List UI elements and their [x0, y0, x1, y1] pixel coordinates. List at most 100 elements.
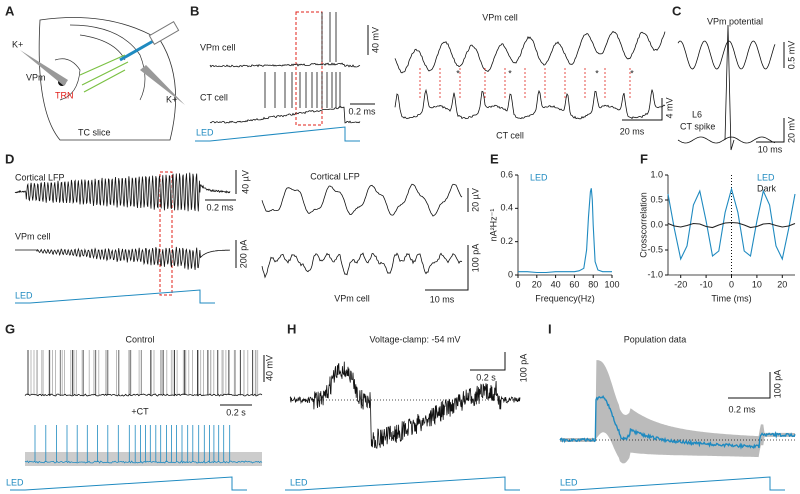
- x-tick-label: 0: [729, 279, 734, 289]
- scale-label: 40 mV: [264, 355, 274, 381]
- zoom-box: [159, 171, 173, 296]
- y-tick-label: 0.4: [500, 203, 513, 213]
- trace: [14, 172, 231, 212]
- trace: [677, 136, 776, 144]
- panel-letter: B: [190, 3, 199, 18]
- trace-label: Cortical LFP: [310, 171, 360, 181]
- trace-label: LED: [15, 290, 33, 300]
- trace: [24, 460, 263, 464]
- panel-letter: G: [5, 321, 15, 336]
- scale-label: 0.2 s: [226, 407, 246, 417]
- panel-letter: H: [287, 321, 296, 336]
- trace: [24, 393, 263, 397]
- panel-letter: C: [672, 3, 682, 18]
- trace: [677, 40, 776, 70]
- trace: [261, 252, 463, 279]
- trace: [15, 246, 230, 270]
- legend-label: Dark: [757, 183, 777, 193]
- x-tick-label: 20: [777, 279, 787, 289]
- series-line: [667, 221, 796, 229]
- scale-label: 0.2 ms: [348, 106, 376, 116]
- x-tick-label: 0: [515, 279, 520, 289]
- asterisk: *: [456, 68, 460, 78]
- label: TC slice: [78, 127, 111, 137]
- trace-label: LED: [560, 477, 578, 487]
- legend-label: LED: [530, 172, 548, 182]
- y-tick-label: -1.0: [647, 269, 663, 279]
- trace: [261, 183, 463, 217]
- trace: [209, 62, 361, 68]
- scale-bar: [470, 352, 506, 371]
- led-ramp: [560, 476, 785, 491]
- scale-label: 0.2 ms: [206, 202, 234, 212]
- x-axis-label: Time (ms): [711, 293, 751, 303]
- x-tick-label: 10: [752, 279, 762, 289]
- slice-diagram: [20, 17, 185, 141]
- trace-label: L6: [692, 109, 702, 119]
- scale-label: 10 ms: [430, 294, 455, 304]
- y-tick-label: 0.2: [500, 236, 513, 246]
- scale-label: 40 µV: [240, 170, 250, 194]
- y-axis-label: Crosscorrelation: [638, 192, 648, 258]
- trace-label: CT cell: [200, 92, 228, 102]
- trace: [289, 361, 521, 449]
- trace-label: LED: [196, 127, 214, 137]
- trace-label: VPm cell: [15, 231, 51, 241]
- asterisk: *: [630, 68, 634, 78]
- scale-bar: [728, 372, 771, 399]
- panel-letter: A: [5, 3, 15, 18]
- scale-label: 100 pA: [772, 370, 782, 399]
- trace-label: VPm cell: [482, 12, 518, 22]
- scale-label: 200 pA: [238, 240, 248, 269]
- label: K+: [166, 94, 177, 104]
- asterisk: *: [595, 68, 599, 78]
- trace-label: Voltage-clamp: -54 mV: [369, 334, 460, 344]
- y-tick-label: 0: [508, 269, 513, 279]
- y-tick-label: 1.0: [650, 169, 663, 179]
- series-line: [667, 186, 796, 261]
- x-axis-label: Frequency(Hz): [535, 293, 595, 303]
- led-ramp: [15, 289, 215, 304]
- scale-label: 20 µV: [470, 188, 480, 212]
- scale-label: 100 pA: [470, 244, 480, 273]
- asterisk: *: [508, 68, 512, 78]
- scale-label: 4 mV: [664, 97, 674, 118]
- scale-bar: [220, 355, 265, 406]
- x-tick-label: 20: [532, 279, 542, 289]
- panel-letter: D: [5, 151, 14, 166]
- variability-band: [560, 360, 795, 464]
- scale-bar: [622, 98, 663, 121]
- x-tick-label: 100: [604, 279, 619, 289]
- scale-label: 0.2 s: [476, 372, 496, 382]
- label: TRN: [55, 90, 74, 100]
- label: K+: [12, 39, 23, 49]
- trace-label: LED: [6, 477, 24, 487]
- led-ramp: [10, 476, 247, 491]
- trace-label: VPm cell: [200, 42, 236, 52]
- led-ramp: [195, 126, 360, 142]
- trace-label: VPm potential: [707, 16, 763, 26]
- spike: [724, 24, 735, 151]
- trace: [559, 395, 796, 450]
- scale-bar: [350, 25, 375, 105]
- legend-label: LED: [757, 172, 775, 182]
- zoom-box: [295, 11, 323, 126]
- panel-letter: E: [490, 151, 499, 166]
- x-tick-label: -10: [700, 279, 713, 289]
- scale-bar: [205, 170, 237, 268]
- scale-bar: [425, 188, 469, 291]
- scale-label: 100 pA: [518, 354, 528, 383]
- scale-label: 0.2 ms: [728, 404, 756, 414]
- trace-label: Population data: [624, 334, 687, 344]
- scale-label: 40 mV: [370, 27, 380, 53]
- scale-label: 0.5 mV: [786, 41, 796, 70]
- y-tick-label: -0.5: [647, 244, 663, 254]
- x-tick-label: -20: [674, 279, 687, 289]
- led-ramp: [285, 476, 520, 491]
- trace-label: Control: [125, 334, 154, 344]
- trace-label: VPm cell: [334, 293, 370, 303]
- variability-band: [25, 452, 262, 466]
- trace-label: CT cell: [496, 130, 524, 140]
- scale-label: 20 ms: [620, 126, 645, 136]
